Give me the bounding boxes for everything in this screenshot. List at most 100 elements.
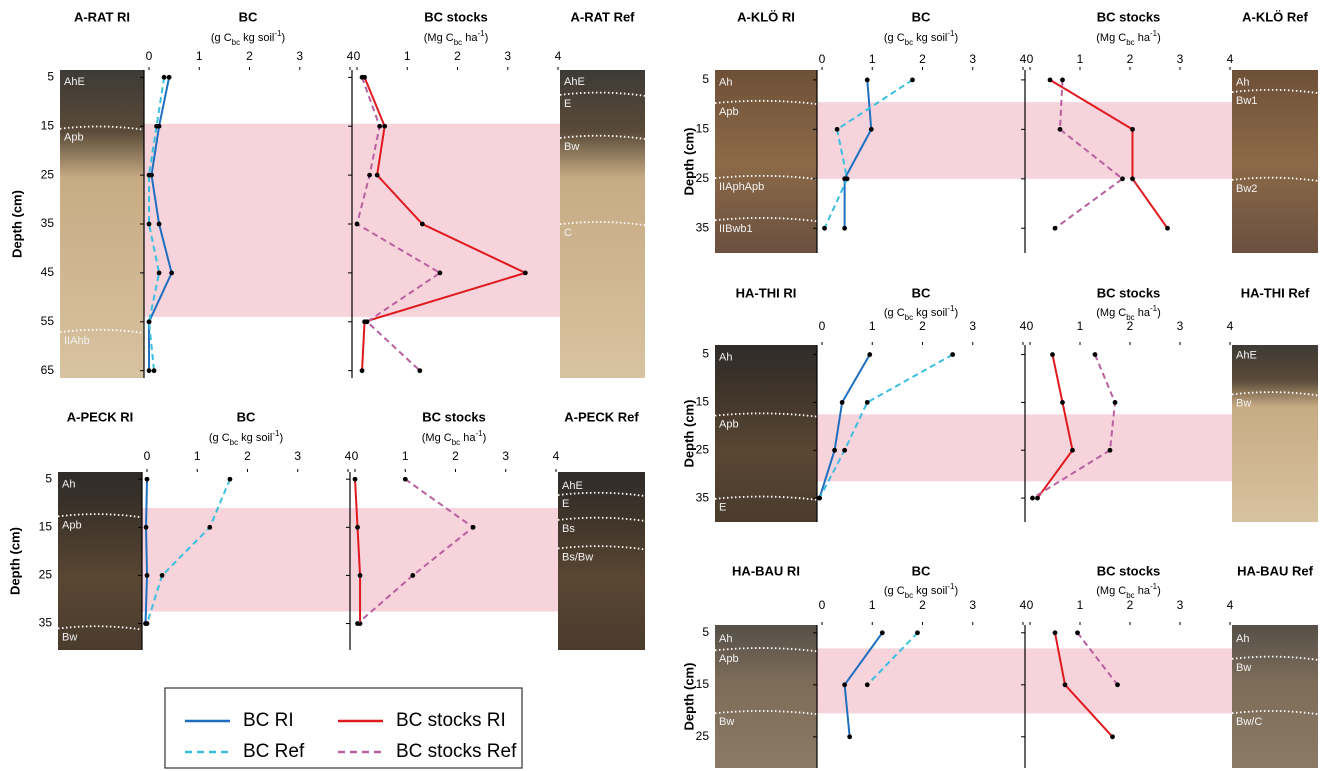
y-tick-label: 5 [702, 72, 709, 86]
data-point [145, 621, 150, 626]
chart-title: BC [237, 409, 256, 424]
x-tick-label: 2 [246, 49, 253, 63]
x-axis-label-part: bc [230, 438, 238, 447]
horizon-label: IIBwb1 [719, 223, 753, 235]
data-point [382, 124, 387, 129]
data-point [420, 222, 425, 227]
data-point [152, 368, 157, 373]
data-point [1035, 496, 1040, 501]
x-tick-label: 3 [1177, 598, 1184, 612]
x-tick-label: 1 [404, 49, 411, 63]
x-tick-label: 2 [1127, 319, 1134, 333]
x-axis-label-part: ) [1157, 307, 1161, 319]
data-point [403, 477, 408, 482]
site-label: A-RAT Ref [570, 9, 635, 24]
x-axis-label-part: bc [232, 38, 240, 47]
legend-label: BC Ref [243, 741, 305, 762]
data-point [847, 734, 852, 739]
x-tick-label: 3 [296, 49, 303, 63]
y-tick-label: 25 [39, 568, 53, 582]
y-tick-label: 45 [41, 265, 55, 279]
x-tick-label: 1 [869, 319, 876, 333]
x-tick-label: 0 [352, 449, 359, 463]
data-point [228, 477, 233, 482]
x-tick-label: 2 [452, 449, 459, 463]
data-point [145, 573, 150, 578]
x-tick-label: 0 [1027, 52, 1034, 66]
horizon-label: IIAphApb [719, 181, 764, 193]
data-point [915, 630, 920, 635]
x-tick-label: 1 [194, 449, 201, 463]
data-point [1165, 226, 1170, 231]
site-panel: AhApbBwAhEEBsBs/BwA-PECK RIA-PECK RefDep… [7, 409, 645, 650]
data-point [1110, 734, 1115, 739]
chart-title: BC stocks [1097, 563, 1161, 578]
data-point [438, 270, 443, 275]
data-point [157, 222, 162, 227]
data-point [950, 352, 955, 357]
y-tick-label: 5 [702, 347, 709, 361]
data-point [865, 77, 870, 82]
y-tick-label: 25 [696, 442, 710, 456]
horizon-label: Bw [1236, 397, 1251, 409]
horizon-label: Bw [1236, 662, 1251, 674]
x-axis-label-part: kg soil [913, 307, 947, 319]
x-tick-label: 4 [1020, 319, 1027, 333]
y-axis-label: Depth (cm) [681, 128, 696, 196]
x-axis-label-part: ) [281, 32, 285, 44]
data-point [865, 682, 870, 687]
data-point [167, 75, 172, 80]
legend-label: BC RI [243, 710, 294, 731]
data-point [375, 173, 380, 178]
x-tick-label: 1 [1077, 52, 1084, 66]
x-tick-label: 3 [969, 52, 976, 66]
x-axis-label-part: bc [1126, 38, 1134, 47]
data-point [1113, 400, 1118, 405]
x-tick-label: 1 [1077, 319, 1084, 333]
horizon-label: Ah [719, 351, 732, 363]
data-point [1060, 77, 1065, 82]
x-tick-label: 4 [1020, 598, 1027, 612]
data-point [845, 176, 850, 181]
horizon-label: AhE [64, 76, 85, 88]
data-point [1120, 176, 1125, 181]
data-point [157, 270, 162, 275]
data-point [471, 525, 476, 530]
x-axis-label: (Mg Cbc ha-1) [424, 29, 489, 47]
data-point [147, 368, 152, 373]
x-tick-label: 1 [402, 449, 409, 463]
x-tick-label: 4 [1227, 319, 1234, 333]
y-tick-label: 15 [696, 677, 710, 691]
y-tick-label: 35 [41, 216, 55, 230]
horizon-label: Bs [562, 523, 575, 535]
x-tick-label: 1 [869, 598, 876, 612]
x-tick-label: 0 [819, 598, 826, 612]
x-axis-label-part: (g C [209, 432, 230, 444]
data-point [523, 270, 528, 275]
horizon-label: Apb [64, 132, 84, 144]
site-label: A-KLÖ Ref [1242, 9, 1308, 24]
x-axis-label-part: ) [483, 432, 487, 444]
data-point [840, 400, 845, 405]
horizon-label: Bw [62, 631, 77, 643]
x-tick-label: 2 [919, 319, 926, 333]
horizon-label: Bw/C [1236, 716, 1262, 728]
y-tick-label: 35 [39, 616, 53, 630]
x-tick-label: 1 [1077, 598, 1084, 612]
x-tick-label: 1 [869, 52, 876, 66]
soil-photo [60, 70, 144, 378]
x-tick-label: 0 [1027, 598, 1034, 612]
y-tick-label: 5 [702, 625, 709, 639]
data-point [417, 368, 422, 373]
data-point [353, 477, 358, 482]
horizon-label: E [562, 498, 569, 510]
x-tick-label: 2 [454, 49, 461, 63]
x-axis-label-part: (g C [211, 32, 232, 44]
chart-title: BC [239, 9, 258, 24]
soil-photo [715, 345, 817, 522]
data-point [1075, 630, 1080, 635]
site-label: A-KLÖ RI [737, 9, 795, 24]
data-point [162, 75, 167, 80]
data-point [1030, 496, 1035, 501]
x-axis-label-part: ) [954, 585, 958, 597]
